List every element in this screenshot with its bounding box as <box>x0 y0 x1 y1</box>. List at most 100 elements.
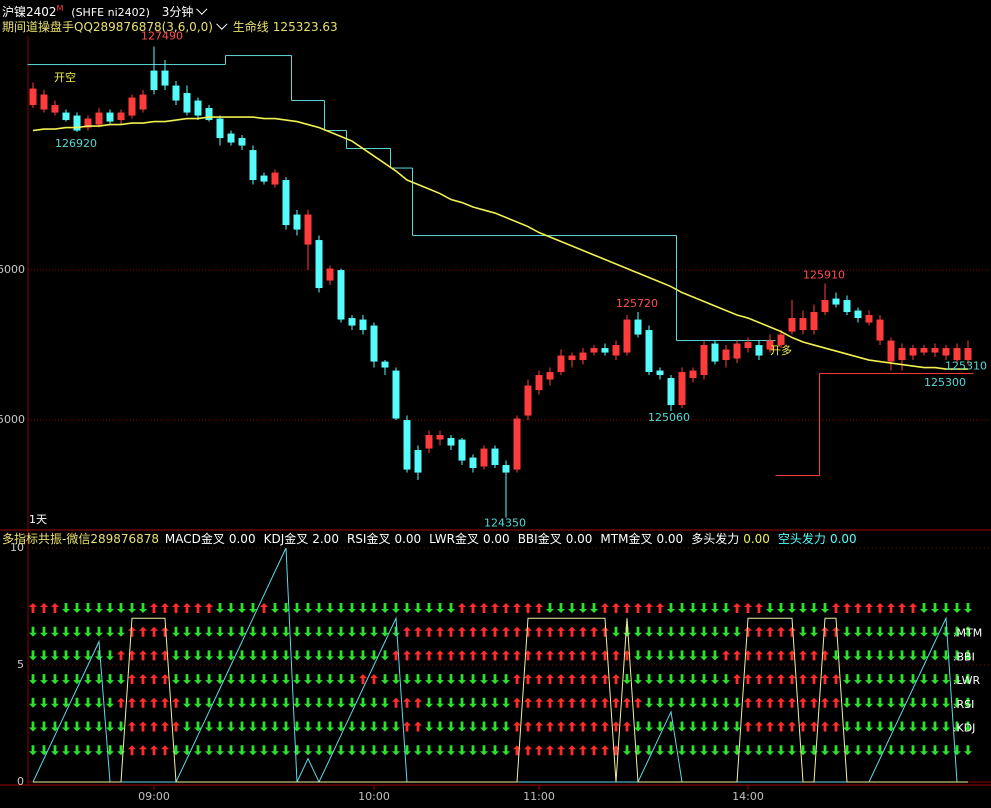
arrow-up <box>403 626 411 637</box>
subtitle[interactable]: 期间道操盘手QQ289876878(3,6,0,0) <box>2 20 213 34</box>
candle-body <box>304 214 312 245</box>
arrow-down <box>953 650 961 661</box>
arrow-down <box>370 626 378 637</box>
stat-name: BBI金叉 <box>517 532 562 546</box>
arrow-down <box>183 650 191 661</box>
arrow-down <box>381 674 389 685</box>
marker-label: 开空 <box>54 70 76 84</box>
arrow-down <box>117 721 125 732</box>
arrow-up <box>139 674 147 685</box>
arrow-down <box>51 697 59 708</box>
arrow-down <box>348 603 356 613</box>
arrow-up <box>799 721 807 732</box>
arrow-up <box>172 603 180 613</box>
arrow-up <box>139 697 147 708</box>
candle-body <box>73 115 81 131</box>
period[interactable]: 3分钟 <box>161 5 194 19</box>
arrow-up <box>535 650 543 661</box>
ma-line <box>32 116 968 370</box>
arrow-down <box>29 650 37 661</box>
arrow-up <box>733 603 741 613</box>
candle-body <box>843 300 851 313</box>
arrow-up <box>810 650 818 661</box>
arrow-down <box>898 745 906 756</box>
arrow-up <box>535 721 543 732</box>
signal-bar: 多指标共振-微信289876878 MACD金叉 0.00 KDJ金叉 2.00 RSI… <box>2 530 865 548</box>
arrow-down <box>447 674 455 685</box>
arrow-up <box>579 745 587 756</box>
arrow-down <box>909 650 917 661</box>
arrow-down <box>73 721 81 732</box>
candle-body <box>788 318 796 332</box>
symbol[interactable]: 沪镍2402 <box>2 5 57 19</box>
arrow-down <box>656 674 664 685</box>
arrow-down <box>689 697 697 708</box>
arrow-down <box>920 721 928 732</box>
arrow-up <box>172 721 180 732</box>
arrow-down <box>887 745 895 756</box>
arrow-down <box>51 745 59 756</box>
arrow-down <box>282 745 290 756</box>
arrow-down <box>359 697 367 708</box>
arrow-down <box>370 603 378 613</box>
arrow-down <box>348 626 356 637</box>
arrow-up <box>524 721 532 732</box>
arrow-up <box>535 745 543 756</box>
arrow-down <box>579 603 587 613</box>
arrow-up <box>535 697 543 708</box>
dropdown[interactable] <box>216 18 228 30</box>
candle-body <box>425 435 433 449</box>
arrow-down <box>909 721 917 732</box>
x-tick-label: 10:00 <box>358 790 390 803</box>
arrow-up <box>612 603 620 613</box>
arrow-down <box>854 674 862 685</box>
arrow-down <box>348 697 356 708</box>
candle-body <box>920 348 928 353</box>
candle-body <box>84 118 92 128</box>
candle-body <box>689 370 697 379</box>
arrow-down <box>722 626 730 637</box>
arrow-up <box>491 626 499 637</box>
candle-body <box>909 348 917 356</box>
arrow-down <box>700 721 708 732</box>
arrow-up <box>414 697 422 708</box>
arrow-down <box>700 674 708 685</box>
arrow-down <box>667 674 675 685</box>
arrow-down <box>392 745 400 756</box>
arrow-up <box>469 650 477 661</box>
arrow-down <box>392 626 400 637</box>
arrow-down <box>84 650 92 661</box>
arrow-up <box>568 674 576 685</box>
arrow-down <box>260 721 268 732</box>
candle-body <box>964 348 972 361</box>
arrow-down <box>865 626 873 637</box>
price-label: 127490 <box>141 30 183 43</box>
arrow-down <box>359 745 367 756</box>
arrow-up <box>502 650 510 661</box>
row-label: .KDJ <box>953 722 975 735</box>
arrow-down <box>73 674 81 685</box>
arrow-up <box>601 721 609 732</box>
arrow-down <box>942 603 950 613</box>
arrow-up <box>546 745 554 756</box>
arrow-down <box>788 603 796 613</box>
arrow-down <box>139 603 147 613</box>
arrow-down <box>667 721 675 732</box>
arrow-down <box>832 650 840 661</box>
arrow-down <box>733 626 741 637</box>
arrow-down <box>227 674 235 685</box>
arrow-up <box>887 603 895 613</box>
arrow-down <box>876 674 884 685</box>
arrow-down <box>260 650 268 661</box>
arrow-down <box>722 697 730 708</box>
arrow-up <box>909 603 917 613</box>
arrow-up <box>634 603 642 613</box>
arrow-down <box>238 721 246 732</box>
arrow-down <box>920 674 928 685</box>
arrow-down <box>942 721 950 732</box>
arrow-up <box>150 745 158 756</box>
arrow-up <box>568 650 576 661</box>
dropdown[interactable] <box>196 3 208 15</box>
arrow-down <box>667 745 675 756</box>
arrow-down <box>227 626 235 637</box>
